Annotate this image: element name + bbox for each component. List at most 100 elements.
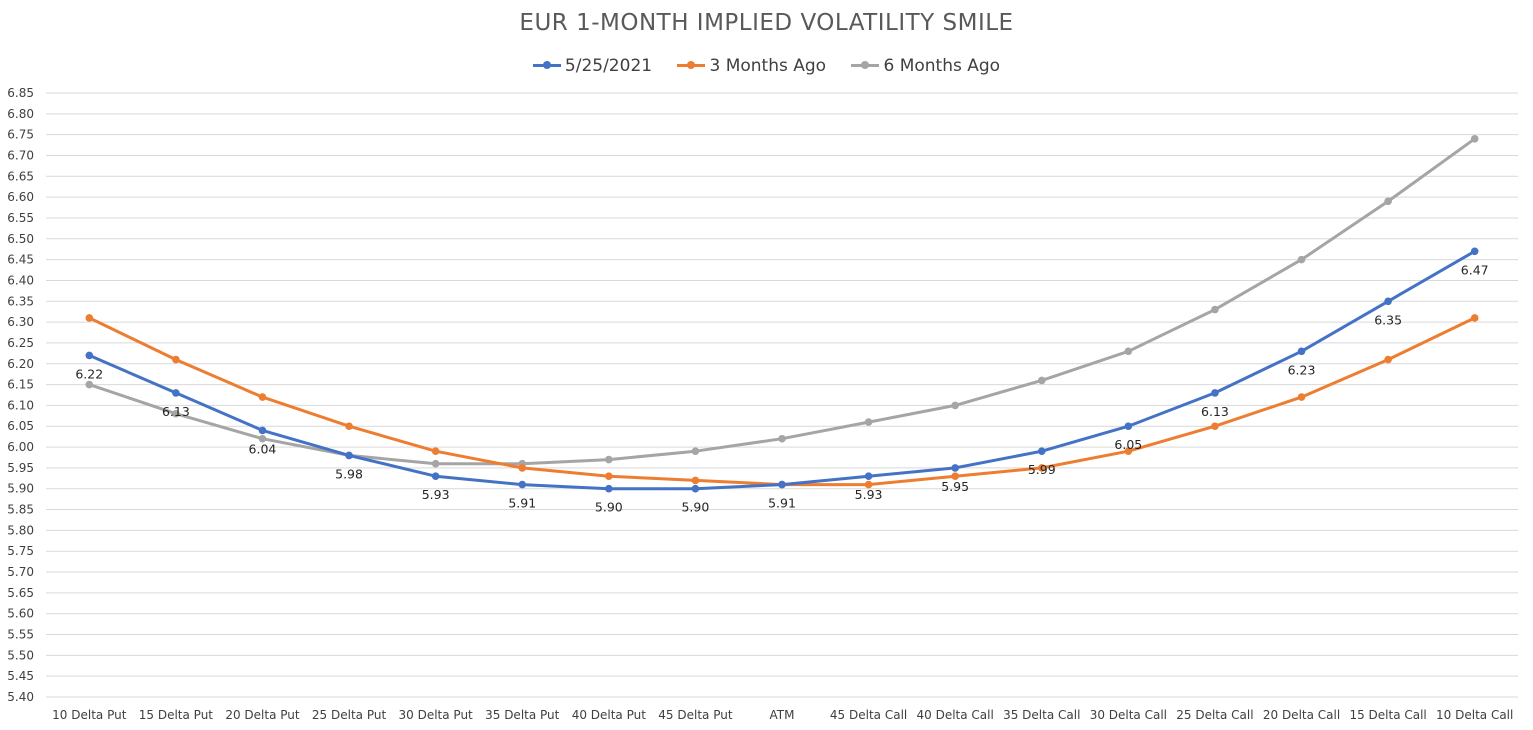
gridlines — [46, 92, 1518, 698]
data-label: 6.05 — [1114, 437, 1142, 452]
legend-item-3-months-ago[interactable]: 3 Months Ago — [677, 56, 826, 76]
x-tick-label: 25 Delta Call — [1176, 708, 1253, 722]
data-label: 6.35 — [1374, 312, 1402, 327]
y-tick-label: 5.60 — [7, 607, 34, 621]
data-point-3-months-ago — [85, 314, 94, 322]
y-tick-label: 6.15 — [7, 378, 34, 392]
data-label: 5.98 — [335, 466, 363, 481]
data-label: 5.99 — [1028, 462, 1056, 477]
data-label: 5.91 — [508, 496, 536, 511]
data-point-6-months-ago — [778, 434, 786, 443]
data-point-5-25-2021 — [1211, 389, 1219, 397]
data-point-6-months-ago — [431, 459, 440, 468]
y-tick-label: 5.75 — [7, 544, 34, 558]
data-point-5-25-2021 — [1297, 347, 1306, 356]
x-tick-label: 40 Delta Put — [572, 708, 647, 722]
data-point-3-months-ago — [605, 472, 613, 481]
data-point-3-months-ago — [951, 472, 959, 481]
x-tick-label: 10 Delta Call — [1436, 708, 1513, 722]
x-tick-label: 10 Delta Put — [52, 708, 127, 722]
data-point-6-months-ago — [258, 434, 267, 443]
legend-swatch-3-months-ago — [677, 61, 706, 69]
data-point-5-25-2021 — [518, 480, 527, 489]
x-tick-label: 20 Delta Put — [225, 708, 300, 722]
y-tick-label: 6.40 — [7, 273, 34, 287]
data-labels: 6.22 6.13 6.04 5.98 5.93 5.91 5.90 5.90 5.91 5.93… — [75, 262, 1488, 514]
y-tick-label: 5.45 — [7, 669, 34, 683]
data-point-5-25-2021 — [85, 351, 94, 360]
data-point-5-25-2021 — [778, 480, 786, 489]
y-tick-label: 6.25 — [7, 336, 34, 350]
legend-item-5-25-2021[interactable]: 5/25/2021 — [532, 56, 652, 76]
data-point-6-months-ago — [1037, 376, 1046, 385]
legend-label: 3 Months Ago — [709, 55, 827, 76]
data-point-6-months-ago — [1470, 135, 1479, 143]
legend-item-6-months-ago[interactable]: 6 Months Ago — [851, 56, 1000, 76]
legend-swatch-5-25-2021 — [532, 61, 561, 69]
x-tick-label: 30 Delta Call — [1090, 708, 1167, 722]
data-point-5-25-2021 — [864, 472, 873, 481]
legend-swatch-6-months-ago — [851, 61, 880, 69]
data-label: 6.47 — [1461, 262, 1489, 277]
data-label: 5.90 — [595, 500, 623, 515]
x-tick-label: 45 Delta Put — [658, 708, 733, 722]
data-point-5-25-2021 — [1470, 247, 1479, 256]
data-point-5-25-2021 — [951, 464, 959, 472]
data-point-6-months-ago — [85, 380, 94, 389]
data-point-6-months-ago — [691, 447, 700, 456]
data-point-5-25-2021 — [345, 451, 353, 460]
data-label: 5.93 — [855, 487, 883, 502]
data-label: 6.13 — [162, 404, 190, 419]
x-tick-label: 35 Delta Put — [485, 708, 560, 722]
data-point-3-months-ago — [1211, 422, 1219, 431]
data-point-3-months-ago — [345, 422, 353, 431]
y-tick-label: 6.80 — [7, 107, 34, 121]
x-tick-label: 15 Delta Put — [139, 708, 214, 722]
y-tick-label: 6.35 — [7, 294, 34, 308]
x-tick-label: 15 Delta Call — [1349, 708, 1426, 722]
x-axis-ticks: 10 Delta Put 15 Delta Put 20 Delta Put 25 D… — [52, 708, 1513, 722]
data-label: 6.04 — [249, 441, 277, 456]
x-tick-label: ATM — [770, 708, 795, 722]
y-tick-label: 6.00 — [7, 440, 34, 454]
data-point-6-months-ago — [951, 401, 959, 410]
y-tick-label: 6.75 — [7, 128, 34, 142]
series-line-5-25-2021 — [88, 250, 1476, 491]
data-point-5-25-2021 — [1124, 422, 1133, 431]
data-label: 6.13 — [1201, 404, 1229, 419]
data-point-3-months-ago — [258, 393, 267, 401]
x-tick-label: 20 Delta Call — [1263, 708, 1340, 722]
data-point-5-25-2021 — [172, 389, 180, 397]
y-tick-label: 6.05 — [7, 419, 34, 433]
y-tick-label: 6.30 — [7, 315, 34, 329]
data-point-3-months-ago — [518, 464, 527, 472]
data-point-6-months-ago — [605, 455, 613, 464]
data-point-3-months-ago — [431, 447, 440, 456]
y-tick-label: 5.90 — [7, 482, 34, 496]
data-point-3-months-ago — [691, 476, 700, 485]
y-tick-label: 6.55 — [7, 211, 34, 225]
y-tick-label: 5.95 — [7, 461, 34, 475]
y-tick-label: 5.40 — [7, 690, 34, 704]
chart-title: EUR 1-MONTH IMPLIED VOLATILITY SMILE — [519, 10, 1014, 36]
data-label: 5.95 — [941, 479, 969, 494]
y-tick-label: 6.60 — [7, 190, 34, 204]
data-point-3-months-ago — [1297, 393, 1306, 401]
x-tick-label: 35 Delta Call — [1003, 708, 1080, 722]
chart-legend: 5/25/2021 3 Months Ago 6 Months Ago — [0, 52, 1533, 76]
data-label: 5.90 — [681, 500, 709, 515]
data-point-6-months-ago — [172, 409, 180, 418]
y-tick-label: 5.55 — [7, 628, 34, 642]
data-label: 5.91 — [768, 496, 796, 511]
data-point-5-25-2021 — [605, 484, 613, 493]
y-tick-label: 5.85 — [7, 503, 34, 517]
y-tick-label: 6.45 — [7, 253, 34, 267]
y-tick-label: 5.80 — [7, 523, 34, 537]
data-point-5-25-2021 — [431, 472, 440, 481]
y-tick-label: 6.65 — [7, 169, 34, 183]
x-tick-label: 45 Delta Call — [830, 708, 907, 722]
data-point-6-months-ago — [1297, 255, 1306, 264]
data-label: 5.93 — [422, 487, 450, 502]
data-point-3-months-ago — [172, 355, 180, 364]
